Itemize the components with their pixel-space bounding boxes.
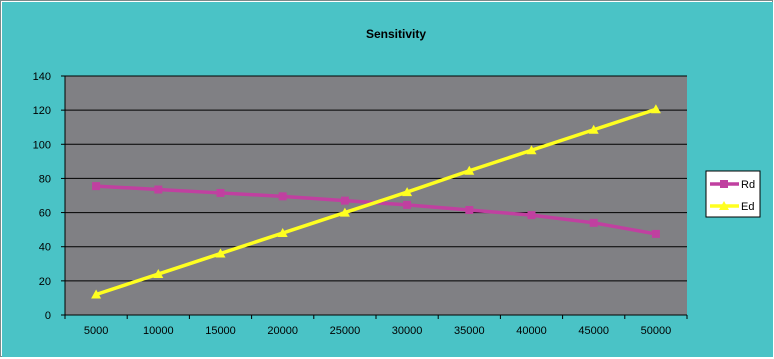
legend-item-ed: Ed — [710, 201, 754, 213]
y-tick-label: 80 — [39, 173, 51, 185]
y-axis: 0 20 40 60 80 100 120 140 — [33, 71, 66, 322]
data-point — [339, 207, 350, 217]
x-tick-label: 20000 — [267, 325, 298, 337]
x-tick-label: 35000 — [454, 325, 485, 337]
data-point — [215, 248, 226, 258]
data-point — [92, 182, 101, 191]
data-point — [278, 192, 287, 201]
data-point — [527, 211, 536, 220]
x-tick-label: 40000 — [516, 325, 547, 337]
legend-box — [705, 170, 761, 218]
legend-marker — [720, 180, 728, 188]
x-tick-label: 5000 — [84, 325, 108, 337]
data-point — [153, 269, 164, 279]
data-point — [464, 165, 475, 175]
data-point — [403, 200, 412, 209]
data-point — [216, 188, 225, 197]
y-tick-label: 140 — [33, 71, 51, 83]
data-point — [402, 187, 413, 197]
series-layer — [91, 104, 661, 299]
data-point — [91, 289, 102, 299]
x-tick-label: 10000 — [143, 325, 174, 337]
y-tick-label: 0 — [45, 310, 51, 322]
y-tick-label: 20 — [39, 276, 51, 288]
data-point — [340, 196, 349, 205]
legend-label: Rd — [741, 179, 755, 191]
y-tick-label: 120 — [33, 105, 51, 117]
data-point — [588, 124, 599, 134]
x-tick-label: 45000 — [578, 325, 609, 337]
x-tick-label: 25000 — [330, 325, 361, 337]
y-tick-label: 100 — [33, 139, 51, 151]
data-point — [589, 218, 598, 227]
data-point — [651, 229, 660, 238]
series-line-ed — [95, 107, 657, 297]
legend-marker — [719, 201, 729, 210]
x-tick-label: 15000 — [205, 325, 236, 337]
legend-label: Ed — [741, 201, 754, 213]
x-tick-label: 50000 — [641, 325, 672, 337]
chart-title: Sensitivity — [366, 27, 426, 41]
y-tick-label: 40 — [39, 242, 51, 254]
x-tick-label: 30000 — [392, 325, 423, 337]
data-point — [526, 145, 537, 155]
data-point — [650, 104, 661, 114]
plot-area — [65, 76, 687, 315]
data-point — [277, 228, 288, 238]
legend-item-rd: Rd — [710, 179, 755, 191]
x-axis: 5000 10000 15000 20000 25000 30000 35000 40000 4… — [64, 314, 688, 337]
legend: Rd Ed — [705, 170, 761, 218]
data-point — [465, 206, 474, 215]
series-ed — [91, 104, 661, 299]
data-point — [154, 185, 163, 194]
y-tick-label: 60 — [39, 208, 51, 220]
